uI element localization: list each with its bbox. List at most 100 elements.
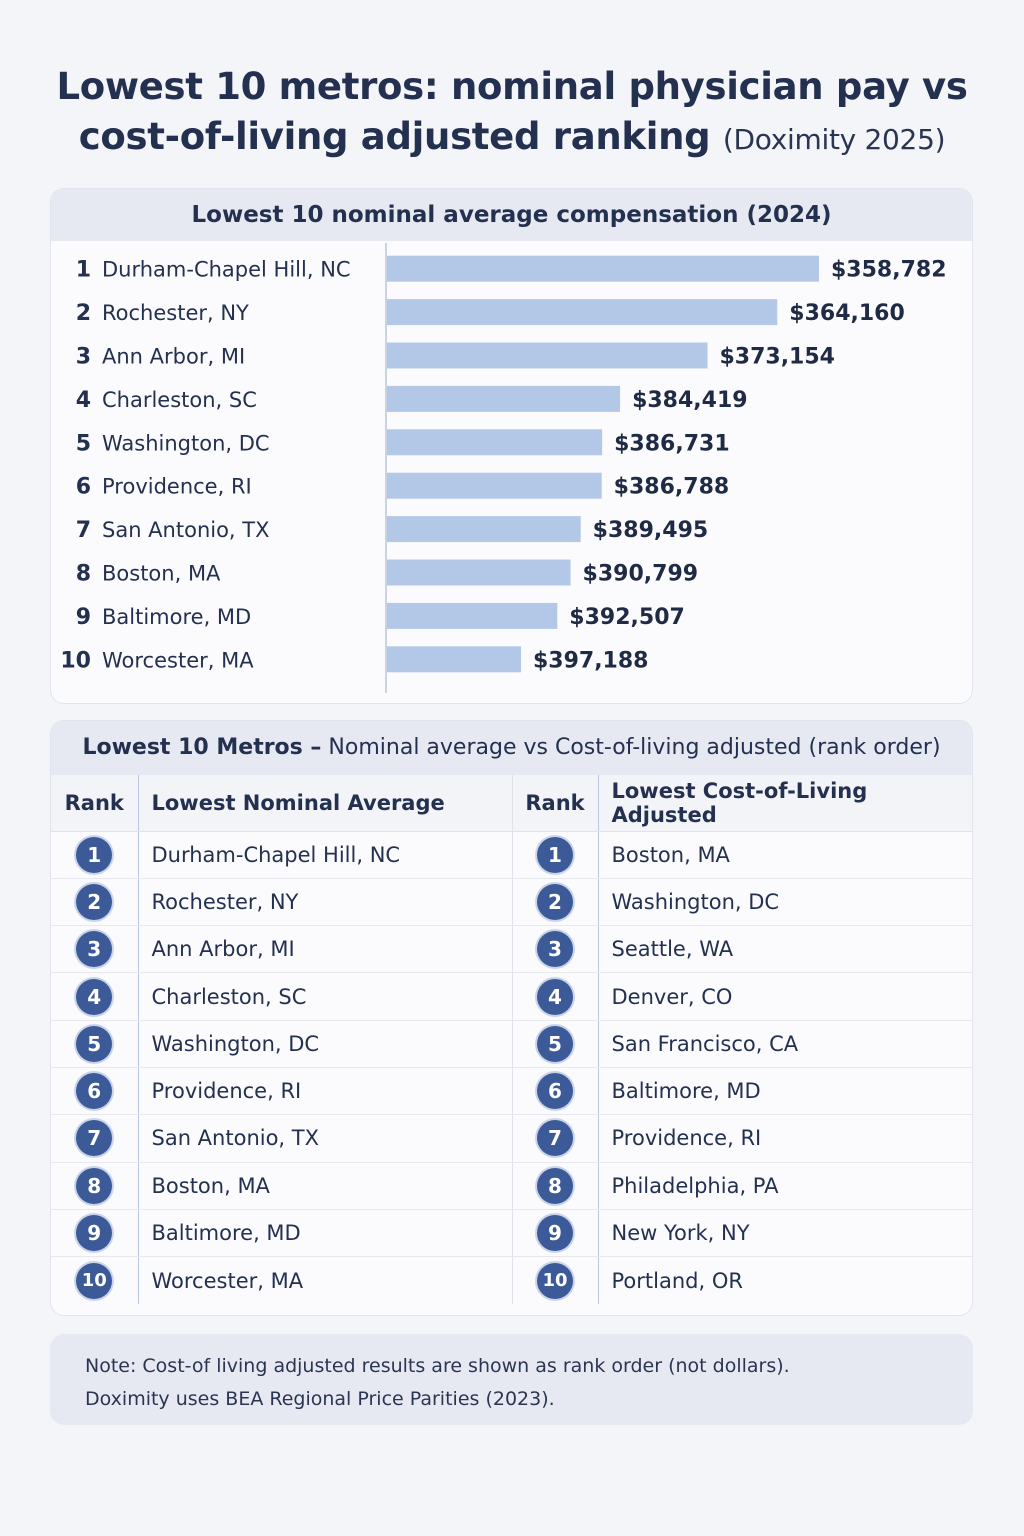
bar [387, 299, 778, 326]
nominal-metro: Providence, RI [151, 1079, 302, 1104]
bar [387, 385, 621, 412]
bar-chart: 1 Durham-Chapel Hill, NC $358,782 2 Rocheste… [60, 243, 947, 693]
value-label: $358,782 [831, 258, 947, 283]
rank-label: 4 [76, 388, 91, 413]
value-label: $397,188 [533, 648, 649, 673]
rank-label: 7 [76, 518, 91, 543]
category-label: Worcester, MA [102, 648, 254, 672]
chart-title: Lowest 10 nominal average compensation (… [51, 189, 972, 241]
table-row: 5 Washington, DC 5 San Francisco, CA [51, 1020, 972, 1068]
note-line-1: Note: Cost-of living adjusted results ar… [85, 1355, 790, 1377]
nominal-metro: Boston, MA [151, 1173, 270, 1198]
rank-label: 9 [76, 605, 91, 630]
table-row: 2 Rochester, NY 2 Washington, DC [51, 878, 972, 927]
value-label: $390,799 [583, 562, 699, 587]
nominal-cell: Baltimore, MD [138, 1209, 513, 1258]
rank-cell-2: 3 [512, 925, 599, 974]
rank-cell: 8 [51, 1162, 139, 1210]
adjusted-metro: Baltimore, MD [611, 1079, 761, 1104]
rank-badge: 8 [537, 1167, 573, 1204]
header-rank: Rank [51, 775, 139, 832]
rank-cell: 3 [51, 925, 139, 974]
bar [387, 602, 558, 629]
table-title-bold: Lowest 10 Metros – [82, 735, 322, 760]
bar [387, 342, 708, 369]
adjusted-metro: Portland, OR [611, 1268, 743, 1293]
adjusted-cell: Philadelphia, PA [598, 1162, 972, 1210]
value-label: $364,160 [789, 301, 905, 326]
table-row: 9 Baltimore, MD 9 New York, NY [51, 1209, 972, 1258]
rank-cell-2: 9 [512, 1209, 599, 1258]
header-adjusted: Lowest Cost-of-Living Adjusted [598, 775, 972, 832]
nominal-cell: Worcester, MA [138, 1256, 513, 1304]
rank-label: 8 [76, 562, 91, 587]
adjusted-cell: Seattle, WA [598, 925, 972, 974]
nominal-cell: Rochester, NY [138, 878, 513, 927]
adjusted-metro: Providence, RI [611, 1126, 762, 1151]
adjusted-metro: San Francisco, CA [611, 1031, 799, 1056]
rank-badge: 6 [537, 1073, 573, 1110]
rank-badge: 5 [537, 1025, 573, 1062]
rank-cell-2: 8 [512, 1162, 599, 1210]
bar [387, 472, 602, 499]
nominal-cell: Charleston, SC [138, 972, 513, 1021]
adjusted-metro: Philadelphia, PA [611, 1173, 779, 1198]
rank-label: 5 [76, 431, 91, 456]
bar [387, 646, 521, 673]
value-label: $389,495 [593, 518, 709, 543]
bar [387, 516, 581, 543]
adjusted-metro: Denver, CO [611, 984, 733, 1009]
rank-label: 6 [76, 475, 91, 500]
nominal-metro: Worcester, MA [151, 1268, 304, 1293]
nominal-metro: Durham-Chapel Hill, NC [151, 842, 401, 867]
rank-cell-2: 10 [512, 1256, 599, 1304]
rank-cell-2: 5 [512, 1020, 599, 1068]
adjusted-metro: Washington, DC [611, 889, 780, 914]
rank-cell-2: 4 [512, 972, 599, 1021]
table-row: 10 Worcester, MA 10 Portland, OR [51, 1256, 972, 1304]
category-label: Washington, DC [102, 431, 270, 455]
bar [387, 429, 603, 456]
rank-badge: 10 [76, 1262, 113, 1299]
rank-badge: 3 [76, 931, 113, 968]
rank-table: Rank Lowest Nominal Average Rank Lowest … [51, 775, 972, 1304]
table-title: Lowest 10 Metros – Nominal average vs Co… [51, 721, 972, 775]
nominal-metro: San Antonio, TX [151, 1126, 320, 1151]
rank-label: 2 [76, 301, 91, 326]
adjusted-cell: Denver, CO [598, 972, 972, 1021]
rank-cell: 10 [51, 1256, 139, 1304]
rank-badge: 4 [537, 978, 573, 1015]
rank-badge: 1 [537, 836, 573, 873]
note-line-2: Doximity uses BEA Regional Price Paritie… [85, 1388, 555, 1410]
adjusted-metro: Seattle, WA [611, 937, 734, 962]
category-label: Providence, RI [102, 475, 252, 499]
rank-label: 10 [60, 648, 91, 673]
adjusted-cell: Washington, DC [598, 878, 972, 927]
adjusted-cell: Providence, RI [598, 1114, 972, 1163]
table-body: 1 Durham-Chapel Hill, NC 1 Boston, MA 2 Roche… [51, 831, 972, 1304]
adjusted-metro: New York, NY [611, 1221, 750, 1246]
nominal-cell: Ann Arbor, MI [138, 925, 513, 974]
table-row: 1 Durham-Chapel Hill, NC 1 Boston, MA [51, 831, 972, 879]
value-label: $384,419 [632, 388, 748, 413]
table-title-rest: Nominal average vs Cost-of-living adjust… [321, 735, 941, 760]
rank-cell: 2 [51, 878, 139, 927]
rank-badge: 7 [537, 1120, 573, 1157]
table-row: 3 Ann Arbor, MI 3 Seattle, WA [51, 925, 972, 974]
rank-label: 1 [76, 258, 91, 283]
value-label: $392,507 [569, 605, 685, 630]
nominal-cell: Providence, RI [138, 1067, 513, 1116]
rank-cell-2: 2 [512, 878, 599, 927]
rank-cell-2: 6 [512, 1067, 599, 1116]
rank-cell: 4 [51, 972, 139, 1021]
category-label: Baltimore, MD [102, 605, 251, 629]
title-source: (Doximity 2025) [722, 123, 946, 156]
rank-badge: 7 [76, 1120, 113, 1157]
nominal-cell: Washington, DC [138, 1020, 513, 1068]
header-rank-2: Rank [512, 775, 599, 832]
title-line-2: cost-of-living adjusted ranking (Doximit… [0, 112, 1024, 165]
rank-badge: 5 [76, 1025, 113, 1062]
rank-badge: 4 [76, 978, 113, 1015]
rank-badge: 2 [537, 883, 573, 920]
title-line-2-text: cost-of-living adjusted ranking [78, 115, 711, 158]
